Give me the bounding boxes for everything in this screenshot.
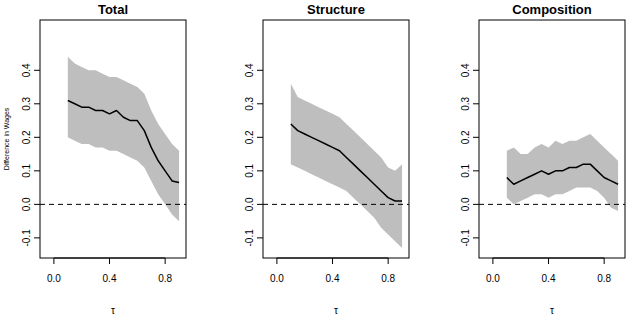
- x-tick: [492, 258, 493, 264]
- reference-line: [479, 204, 625, 205]
- y-tick-label: -0.1: [460, 229, 471, 247]
- x-tick: [53, 258, 54, 264]
- x-tick-label: 0.8: [158, 273, 172, 284]
- y-tick-label: -0.1: [244, 229, 255, 247]
- y-tick-label: 0.3: [460, 96, 471, 110]
- y-tick-label: 0.0: [460, 197, 471, 211]
- y-tick-label: 0.3: [244, 96, 255, 110]
- y-tick-label: -0.1: [21, 229, 32, 247]
- y-tick: [473, 70, 479, 71]
- y-tick: [473, 170, 479, 171]
- y-axis-label: Difference in Wages: [3, 107, 11, 170]
- y-tick: [34, 70, 40, 71]
- x-tick-label: 0.0: [486, 273, 500, 284]
- title: Composition: [512, 2, 591, 17]
- x-tick-label: 0.4: [326, 273, 340, 284]
- x-tick-label: 0.0: [270, 273, 284, 284]
- figure: 0.0 0.4 0.8 -0.1 0.0 0.1 0.2 0.3 0.4 Total τ Differ…: [0, 0, 643, 324]
- plot-frame: [263, 20, 409, 258]
- x-tick: [548, 258, 549, 264]
- x-tick: [332, 258, 333, 264]
- x-axis-line: [277, 258, 388, 259]
- plot-area: [263, 84, 409, 248]
- y-tick: [473, 103, 479, 104]
- y-tick-label: 0.1: [21, 163, 32, 177]
- y-tick: [257, 204, 263, 205]
- plot-area: [479, 134, 625, 211]
- x-tick-label: 0.0: [47, 273, 61, 284]
- y-tick: [34, 170, 40, 171]
- panel: 0.0 0.4 0.8 -0.1 0.0 0.1 0.2 0.3 0.4 Total τ Differ…: [3, 2, 186, 316]
- x-tick: [276, 258, 277, 264]
- estimate-line: [291, 124, 402, 201]
- title: Total: [98, 2, 128, 17]
- y-tick-label: 0.1: [244, 163, 255, 177]
- x-tick-label: 0.4: [542, 273, 556, 284]
- panel: 0.0 0.4 0.8 -0.1 0.0 0.1 0.2 0.3 0.4 Composition τ: [460, 2, 625, 316]
- x-tick: [388, 258, 389, 264]
- confidence-band: [507, 134, 618, 211]
- x-axis-line: [54, 258, 165, 259]
- y-tick-label: 0.1: [460, 163, 471, 177]
- x-axis-line: [493, 258, 604, 259]
- y-tick: [34, 237, 40, 238]
- x-axis-label: τ: [111, 305, 115, 316]
- y-tick: [473, 137, 479, 138]
- y-tick-label: 0.2: [460, 130, 471, 144]
- x-axis-label: τ: [334, 305, 338, 316]
- y-tick: [34, 103, 40, 104]
- confidence-band: [291, 84, 402, 248]
- plot-area: [40, 57, 186, 221]
- x-tick: [109, 258, 110, 264]
- reference-line: [40, 204, 186, 205]
- y-tick-label: 0.2: [21, 130, 32, 144]
- y-tick: [257, 103, 263, 104]
- x-tick-label: 0.8: [597, 273, 611, 284]
- y-tick: [257, 237, 263, 238]
- x-axis-label: τ: [550, 305, 554, 316]
- x-tick-label: 0.8: [381, 273, 395, 284]
- x-tick: [604, 258, 605, 264]
- x-tick-label: 0.4: [103, 273, 117, 284]
- estimate-line: [68, 100, 179, 182]
- y-tick: [34, 137, 40, 138]
- y-tick-label: 0.4: [460, 63, 471, 77]
- estimate-line: [507, 164, 618, 184]
- y-tick-label: 0.0: [21, 197, 32, 211]
- y-tick-label: 0.0: [244, 197, 255, 211]
- plot-frame: [479, 20, 625, 258]
- plot-frame: [40, 20, 186, 258]
- panel: 0.0 0.4 0.8 -0.1 0.0 0.1 0.2 0.3 0.4 Structure τ: [244, 2, 409, 316]
- y-tick-label: 0.4: [244, 63, 255, 77]
- y-tick-label: 0.2: [244, 130, 255, 144]
- y-tick: [473, 237, 479, 238]
- y-tick-label: 0.4: [21, 63, 32, 77]
- y-tick: [257, 137, 263, 138]
- confidence-band: [68, 57, 179, 221]
- reference-line: [263, 204, 409, 205]
- y-tick: [473, 204, 479, 205]
- y-tick: [257, 70, 263, 71]
- y-tick: [34, 204, 40, 205]
- y-tick: [257, 170, 263, 171]
- title: Structure: [307, 2, 365, 17]
- x-tick: [165, 258, 166, 264]
- y-tick-label: 0.3: [21, 96, 32, 110]
